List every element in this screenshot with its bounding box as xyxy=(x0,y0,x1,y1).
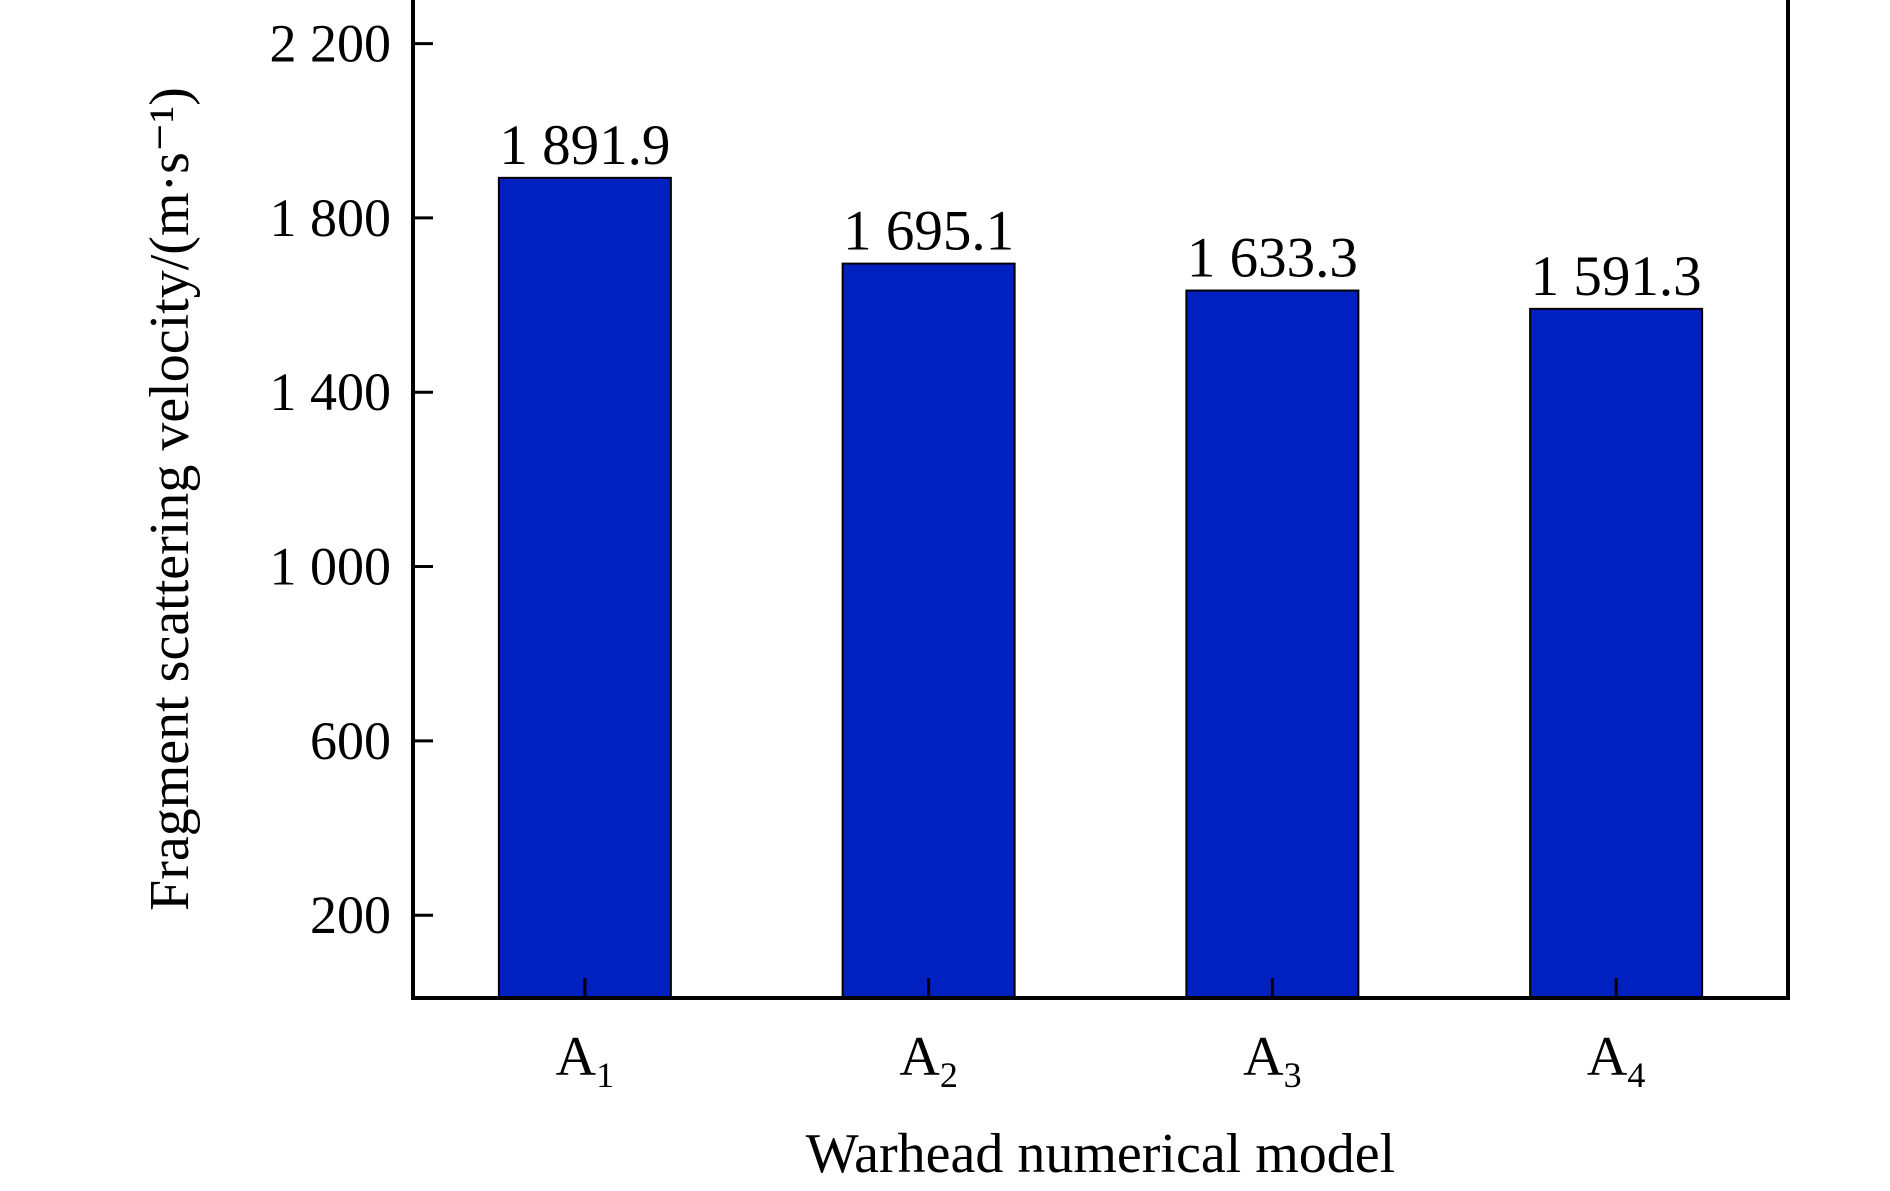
bar-3 xyxy=(1185,289,1360,999)
x-tick-label-2: A2 xyxy=(899,1026,957,1095)
x-axis-title: Warhead numerical model xyxy=(806,1123,1395,1185)
bar-2 xyxy=(841,262,1016,999)
y-tick-label-6: 2 200 xyxy=(270,14,392,74)
y-ticks-group: 200 600 1 000 1 400 1 800 2 200 xyxy=(270,14,433,945)
x-tick-label-3: A3 xyxy=(1243,1026,1301,1095)
bar-value-label-3: 1 633.3 xyxy=(1187,227,1358,290)
bars-group xyxy=(497,176,1704,999)
bar-value-label-4: 1 591.3 xyxy=(1531,245,1702,308)
y-tick-label-2: 600 xyxy=(310,711,391,771)
bar-1 xyxy=(497,176,672,999)
plot-frame xyxy=(411,0,1790,1000)
x-ticks-group xyxy=(583,978,1618,998)
bar-4 xyxy=(1529,307,1704,999)
bar-value-label-2: 1 695.1 xyxy=(843,200,1014,263)
y-tick-label-4: 1 400 xyxy=(270,362,392,422)
x-tick-label-4: A4 xyxy=(1587,1026,1645,1095)
y-tick-label-3: 1 000 xyxy=(270,537,392,597)
y-tick-label-5: 1 800 xyxy=(270,188,392,248)
bar-value-label-1: 1 891.9 xyxy=(499,114,670,177)
y-axis-title: Fragment scattering velocity/(m·s⁻¹) xyxy=(139,87,201,911)
labels-group: 1 891.9 A1 1 695.1 A2 1 633.3 A3 1 591.3 A4 xyxy=(499,114,1701,1095)
x-tick-label-1: A1 xyxy=(556,1026,614,1095)
y-tick-label-1: 200 xyxy=(310,885,391,945)
